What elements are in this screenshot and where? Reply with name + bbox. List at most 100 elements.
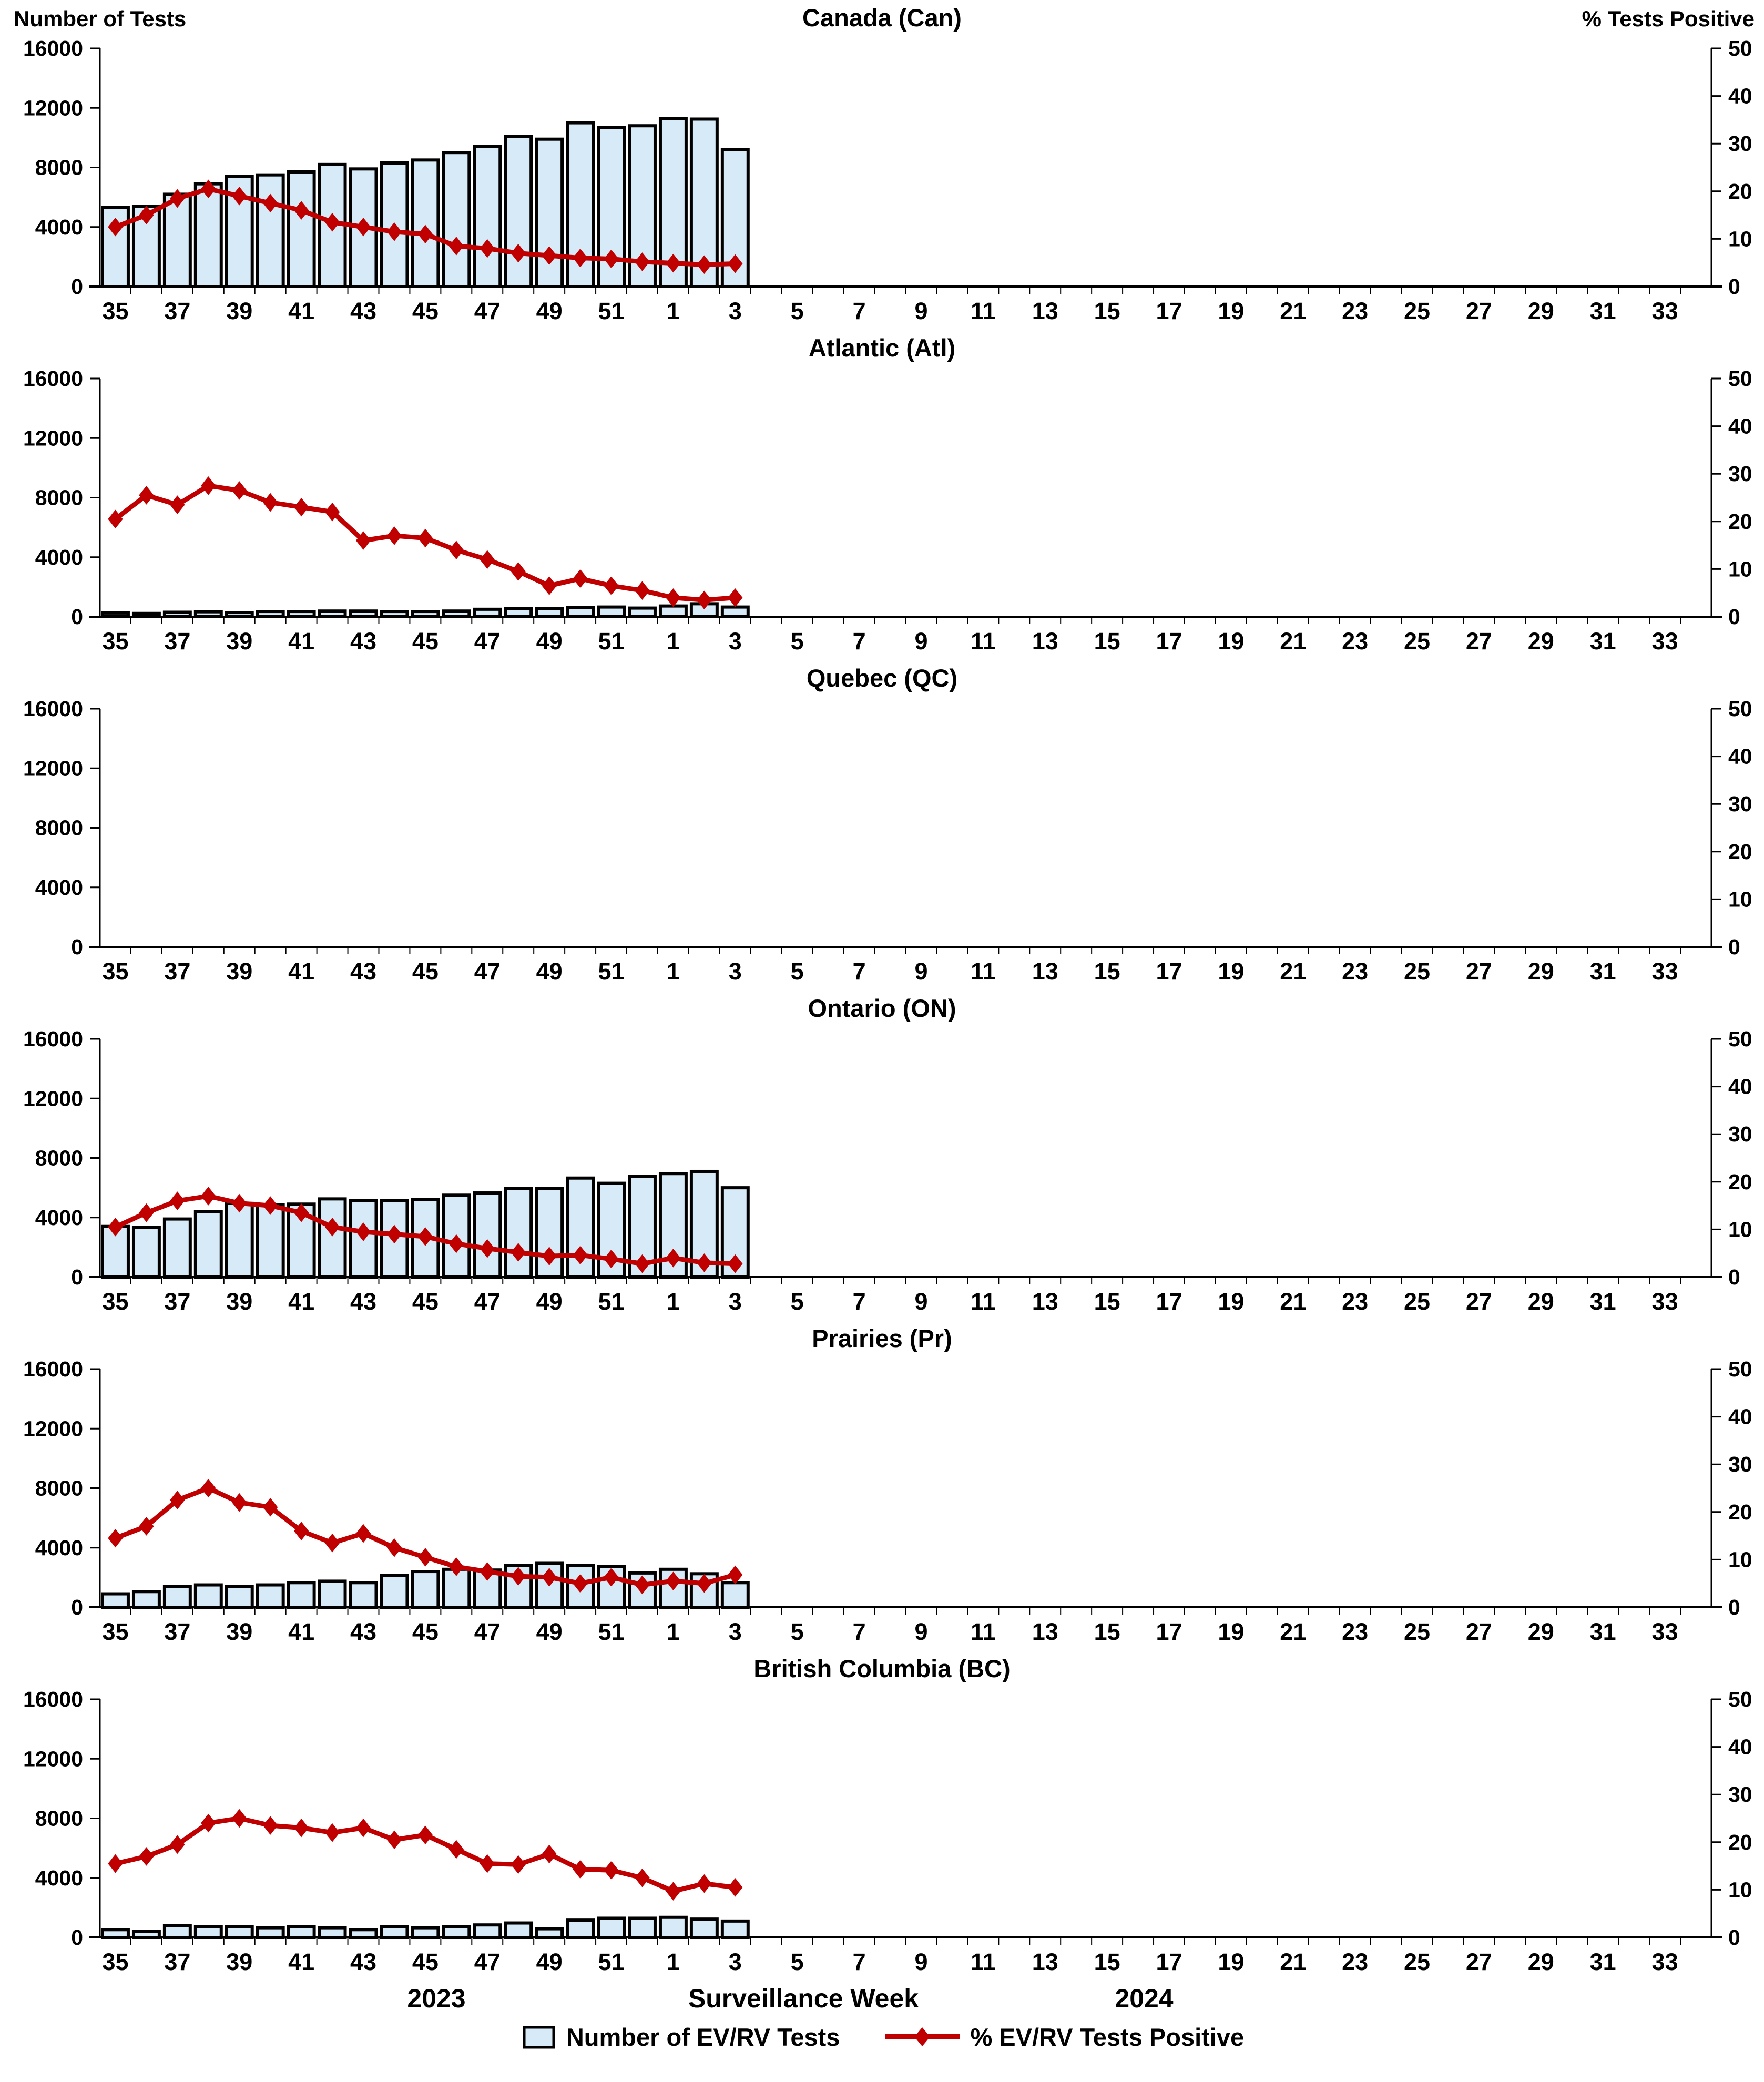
- svg-text:51: 51: [598, 1948, 625, 1975]
- svg-text:25: 25: [1404, 1948, 1430, 1975]
- bar-week-38: [193, 1210, 223, 1279]
- bar-week-42: [318, 1926, 347, 1939]
- svg-text:11: 11: [971, 958, 996, 985]
- svg-text:40: 40: [1728, 744, 1752, 769]
- svg-text:4000: 4000: [35, 1866, 83, 1890]
- svg-text:25: 25: [1404, 958, 1430, 985]
- bar-week-1: [658, 604, 688, 618]
- svg-text:16000: 16000: [23, 366, 83, 391]
- svg-text:50: 50: [1728, 36, 1752, 60]
- bar-week-48: [504, 1564, 533, 1609]
- svg-text:5: 5: [791, 1618, 804, 1645]
- bar-week-43: [349, 1581, 378, 1609]
- svg-text:37: 37: [164, 958, 190, 985]
- bar-week-35: [101, 1592, 130, 1609]
- svg-text:0: 0: [1728, 274, 1740, 299]
- svg-text:47: 47: [474, 298, 501, 324]
- bar-week-37: [162, 610, 192, 618]
- bar-week-41: [287, 1925, 316, 1940]
- bar-week-40: [256, 1926, 285, 1939]
- svg-text:50: 50: [1728, 366, 1752, 391]
- svg-text:1: 1: [667, 1288, 680, 1315]
- svg-text:3: 3: [729, 298, 742, 324]
- panel-british-columbia: British Columbia (BC) 0 4000 8000 12000 1600…: [0, 1651, 1764, 1981]
- svg-text:33: 33: [1652, 1288, 1678, 1315]
- bar-week-49: [535, 1927, 564, 1939]
- positivity-line: [108, 1478, 743, 1595]
- bar-week-47: [473, 607, 502, 618]
- svg-text:13: 13: [1032, 1618, 1058, 1645]
- bar-week-3: [720, 605, 750, 618]
- svg-text:9: 9: [914, 298, 927, 324]
- bar-week-3: [720, 1919, 750, 1940]
- svg-text:33: 33: [1652, 1948, 1678, 1975]
- svg-text:13: 13: [1032, 1948, 1058, 1975]
- svg-text:20: 20: [1728, 509, 1752, 534]
- positivity-line: [108, 179, 743, 274]
- svg-text:35: 35: [102, 1288, 128, 1315]
- svg-text:51: 51: [598, 1288, 625, 1315]
- svg-text:0: 0: [71, 605, 83, 629]
- svg-text:29: 29: [1528, 298, 1554, 324]
- panel-title-ontario: Ontario (ON): [808, 994, 956, 1022]
- svg-text:20: 20: [1728, 840, 1752, 864]
- svg-text:16000: 16000: [23, 1687, 83, 1711]
- bar-week-45: [411, 610, 440, 619]
- svg-text:23: 23: [1342, 628, 1368, 655]
- svg-text:33: 33: [1652, 958, 1678, 985]
- svg-text:5: 5: [791, 958, 804, 985]
- bar-week-38: [193, 610, 223, 618]
- legend: Number of EV/RV Tests % EV/RV Tests Posi…: [0, 2022, 1764, 2052]
- svg-text:29: 29: [1528, 1948, 1554, 1975]
- svg-text:49: 49: [536, 1948, 563, 1975]
- svg-text:49: 49: [536, 1618, 563, 1645]
- svg-text:11: 11: [971, 1288, 996, 1315]
- svg-text:31: 31: [1590, 628, 1616, 655]
- svg-text:47: 47: [474, 1948, 501, 1975]
- svg-text:39: 39: [226, 628, 252, 655]
- svg-text:9: 9: [914, 628, 927, 655]
- bar-week-2: [689, 1917, 719, 1940]
- svg-text:0: 0: [1728, 1265, 1740, 1289]
- figure-footer: 2023 Surveillance Week 2024 Number of EV…: [0, 1981, 1764, 2082]
- panel-canada: Canada (Can) 0 4000 8000 12000 16000 0 10 20 30 4…: [0, 0, 1764, 330]
- svg-text:0: 0: [71, 274, 83, 299]
- svg-text:51: 51: [598, 958, 625, 985]
- bar-week-36: [131, 611, 161, 618]
- bar-week-40: [256, 1203, 285, 1279]
- svg-text:5: 5: [791, 1948, 804, 1975]
- svg-text:9: 9: [914, 958, 927, 985]
- svg-text:13: 13: [1032, 1288, 1058, 1315]
- svg-text:47: 47: [474, 1288, 501, 1315]
- svg-text:19: 19: [1218, 298, 1244, 324]
- svg-text:15: 15: [1094, 1948, 1120, 1975]
- svg-text:31: 31: [1590, 1618, 1616, 1645]
- panel-ontario: Ontario (ON) 0 4000 8000 12000 16000 0 10 20 30 4…: [0, 991, 1764, 1321]
- bar-week-51: [597, 1916, 626, 1939]
- svg-text:11: 11: [971, 1618, 996, 1645]
- svg-text:25: 25: [1404, 1618, 1430, 1645]
- svg-text:12000: 12000: [23, 1747, 83, 1771]
- svg-text:15: 15: [1094, 958, 1120, 985]
- svg-text:40: 40: [1728, 414, 1752, 438]
- bar-week-47: [473, 1191, 502, 1279]
- svg-text:17: 17: [1156, 298, 1182, 324]
- right-axis-title: % Tests Positive: [1582, 6, 1755, 31]
- svg-text:11: 11: [971, 1948, 996, 1975]
- bar-week-47: [473, 1923, 502, 1940]
- svg-text:31: 31: [1590, 1948, 1616, 1975]
- tests-bars: [101, 602, 750, 619]
- svg-text:19: 19: [1218, 1288, 1244, 1315]
- svg-text:19: 19: [1218, 1618, 1244, 1645]
- svg-text:29: 29: [1528, 1618, 1554, 1645]
- svg-text:30: 30: [1728, 792, 1752, 816]
- svg-text:35: 35: [102, 1618, 128, 1645]
- bar-week-48: [504, 607, 533, 618]
- svg-text:15: 15: [1094, 628, 1120, 655]
- panel-title-atlantic: Atlantic (Atl): [808, 334, 956, 362]
- tests-bars: [101, 1915, 750, 1940]
